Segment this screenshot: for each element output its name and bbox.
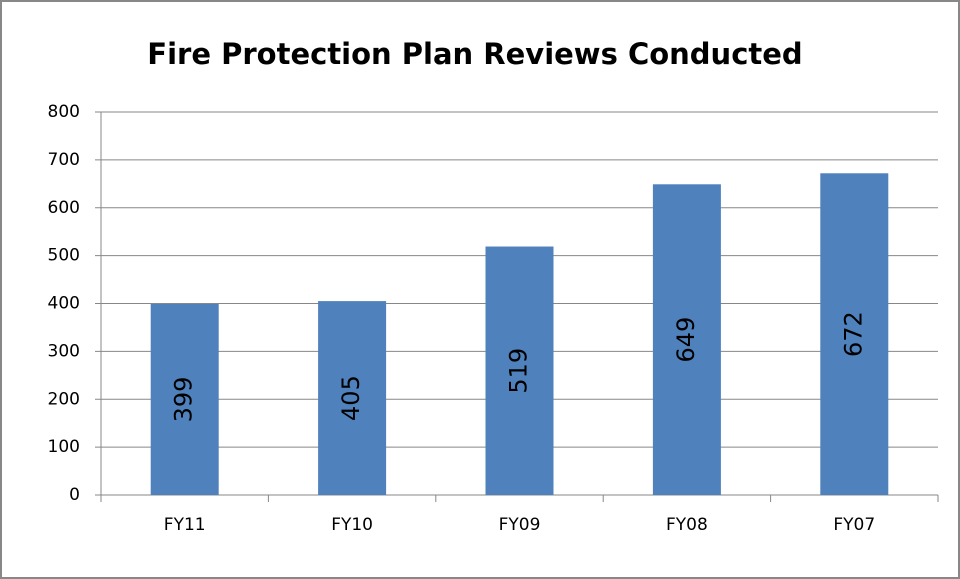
y-tick-label: 100 [48, 437, 80, 457]
data-label: 399 [170, 377, 198, 423]
y-tick-label: 500 [48, 246, 80, 266]
bar [318, 301, 387, 495]
x-tick-label: FY10 [331, 515, 373, 535]
x-tick-label: FY11 [164, 515, 206, 535]
chart-title: Fire Protection Plan Reviews Conducted [147, 37, 802, 71]
y-tick-label: 700 [48, 150, 80, 170]
data-label: 649 [672, 317, 700, 363]
x-tick-label: FY08 [666, 515, 708, 535]
bar [150, 303, 219, 495]
x-tick-label: FY07 [833, 515, 875, 535]
data-label: 519 [505, 348, 533, 394]
y-tick-label: 200 [48, 389, 80, 409]
y-tick-label: 600 [48, 198, 80, 218]
bar [485, 246, 554, 495]
y-tick-label: 800 [48, 102, 80, 122]
y-tick-label: 400 [48, 294, 80, 314]
y-tick-label: 300 [48, 341, 80, 361]
data-label: 405 [337, 375, 365, 421]
bar [820, 173, 889, 495]
y-tick-label: 0 [69, 485, 80, 505]
bar [652, 184, 721, 495]
data-label: 672 [839, 311, 867, 357]
x-tick-label: FY09 [499, 515, 541, 535]
